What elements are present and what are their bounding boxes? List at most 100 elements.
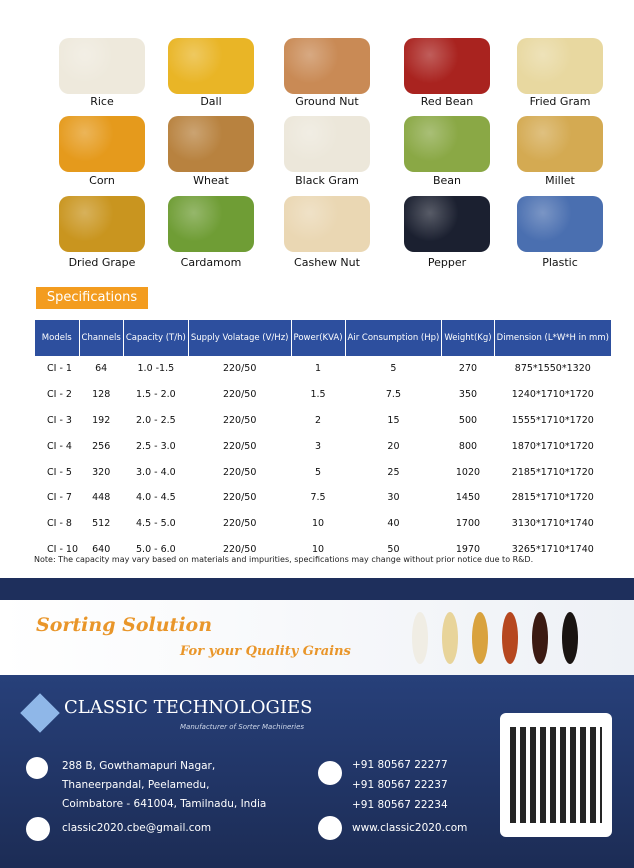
email: classic2020.cbe@gmail.com — [62, 822, 212, 834]
table-cell: 1870*1710*1720 — [511, 440, 594, 452]
table-cell: 1 — [315, 363, 322, 375]
table-cell: 5 — [315, 466, 322, 478]
table-row: CI - 5 320 3.0 - 4.0 220/50 5 25 1020 2185*1710… — [35, 459, 612, 485]
grain-label: Rice — [90, 95, 114, 108]
table-cell: 1240*1710*1720 — [511, 389, 594, 401]
table-cell: CI - 3 — [47, 414, 72, 426]
table-cell: 220/50 — [222, 414, 257, 426]
table-cell: 1700 — [455, 518, 481, 530]
banner-subtitle: For your Quality Grains — [180, 644, 351, 659]
table-cell: 220/50 — [222, 518, 257, 530]
grain-image — [517, 116, 603, 172]
column-header: Models — [35, 320, 80, 356]
section-heading: Specifications — [36, 287, 148, 309]
table-cell: 10 — [311, 518, 325, 530]
company-name: CLASSIC TECHNOLOGIES — [64, 697, 313, 718]
grain-label: Fried Gram — [529, 95, 591, 108]
table-cell: 220/50 — [222, 363, 257, 375]
table-cell: 10 — [311, 543, 325, 555]
table-cell: 220/50 — [222, 543, 257, 555]
table-cell: 192 — [92, 414, 111, 426]
table-cell: 7.5 — [385, 389, 401, 401]
table-cell: 40 — [387, 518, 400, 530]
logo — [20, 693, 60, 733]
table-cell: 5.0 - 6.0 — [136, 543, 176, 555]
column-header: Power(KVA) — [291, 320, 346, 356]
phone: +91 80567 22277 — [352, 759, 448, 771]
table-cell: 64 — [95, 363, 108, 375]
table-cell: 128 — [92, 389, 111, 401]
table-cell: 2.0 - 2.5 — [136, 414, 176, 426]
qr-pattern — [510, 727, 602, 823]
table-cell: 20 — [387, 440, 400, 452]
grain-image — [284, 116, 370, 172]
seed — [442, 612, 458, 664]
address: 288 B, Gowthamapuri Nagar, Thaneerpandal… — [62, 757, 266, 814]
table-cell: 1.0 -1.5 — [137, 363, 175, 375]
grain-label: Pepper — [427, 256, 467, 269]
table-cell: 1970 — [455, 543, 481, 555]
table-cell: 1.5 — [310, 389, 326, 401]
grain-label: Plastic — [542, 256, 578, 269]
seed — [562, 612, 578, 664]
column-header: Supply Volatage (V/Hz) — [188, 320, 292, 356]
grain-label: Corn — [89, 174, 115, 187]
grain-image — [517, 196, 603, 252]
table-cell: 800 — [458, 440, 478, 452]
table-cell: 4.0 - 4.5 — [136, 492, 176, 504]
table-row: CI - 2 128 1.5 - 2.0 220/50 1.5 7.5 350 1240*17… — [35, 382, 612, 408]
table-cell: 2185*1710*1720 — [511, 466, 594, 478]
address-line: Thaneerpandal, Peelamedu, — [62, 779, 210, 791]
email-icon — [26, 817, 50, 841]
column-header: Dimension (L*W*H in mm) — [494, 320, 613, 356]
seed — [532, 612, 548, 664]
address-line: 288 B, Gowthamapuri Nagar, — [62, 760, 216, 772]
table-cell: 3.0 - 4.0 — [136, 466, 176, 478]
table-cell: CI - 4 — [47, 440, 72, 452]
table-cell: 1450 — [455, 492, 481, 504]
table-cell: 3265*1710*1740 — [511, 543, 594, 555]
table-cell: 875*1550*1320 — [514, 363, 591, 375]
table-row: CI - 8 512 4.5 - 5.0 220/50 10 40 1700 3130*171… — [35, 511, 612, 537]
table-cell: 320 — [92, 466, 111, 478]
table-row: CI - 3 192 2.0 - 2.5 220/50 2 15 500 1555*1710*… — [35, 408, 612, 434]
table-cell: 350 — [458, 389, 478, 401]
grain-image — [168, 196, 254, 252]
table-cell: 15 — [387, 414, 400, 426]
table-cell: CI - 5 — [47, 466, 72, 478]
grain-image — [404, 196, 490, 252]
grain-label: Cashew Nut — [294, 256, 360, 269]
column-header: Channels — [79, 320, 124, 356]
table-cell: 3130*1710*1740 — [511, 518, 594, 530]
table-cell: 5 — [390, 363, 397, 375]
column-header: Air Consumption (Hp) — [345, 320, 443, 356]
web-icon — [318, 816, 342, 840]
phone: +91 80567 22237 — [352, 779, 448, 791]
table-cell: 50 — [387, 543, 400, 555]
table-cell: 25 — [387, 466, 400, 478]
footer: CLASSIC TECHNOLOGIES Manufacturer of Sor… — [0, 675, 634, 868]
seed — [412, 612, 428, 664]
grain-image — [404, 116, 490, 172]
phone-icon — [318, 761, 342, 785]
grain-image — [59, 196, 145, 252]
table-cell: 1020 — [455, 466, 481, 478]
table-cell: 4.5 - 5.0 — [136, 518, 176, 530]
table-cell: 270 — [458, 363, 478, 375]
phones: +91 80567 22277 +91 80567 22237 +91 8056… — [352, 755, 448, 815]
grain-label: Ground Nut — [295, 95, 359, 108]
table-cell: CI - 1 — [47, 363, 72, 375]
table-cell: 7.5 — [310, 492, 326, 504]
qr-code — [500, 713, 612, 837]
table-cell: 2 — [315, 414, 322, 426]
table-cell: 30 — [387, 492, 400, 504]
table-cell: CI - 8 — [47, 518, 72, 530]
tagline: Manufacturer of Sorter Machineries — [180, 723, 305, 731]
table-cell: 256 — [92, 440, 111, 452]
grain-label: Red Bean — [420, 95, 474, 108]
seed — [502, 612, 518, 664]
grain-image — [284, 196, 370, 252]
table-cell: 500 — [458, 414, 478, 426]
table-row: CI - 7 448 4.0 - 4.5 220/50 7.5 30 1450 2815*17… — [35, 485, 612, 511]
